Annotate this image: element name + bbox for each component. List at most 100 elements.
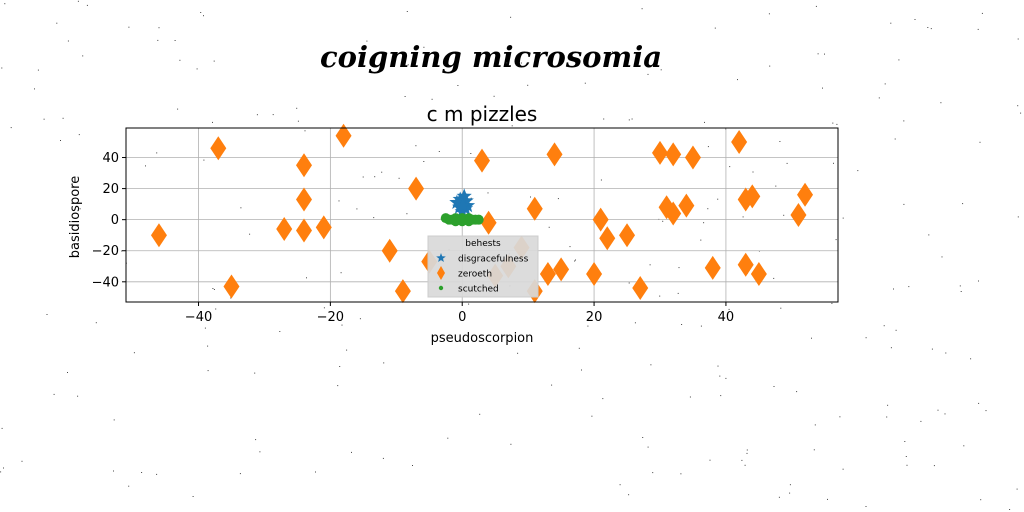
speckle — [927, 27, 929, 28]
speckle — [689, 396, 691, 398]
speckle — [82, 55, 84, 57]
speckle — [865, 506, 867, 507]
speckle — [842, 217, 844, 219]
speckle — [908, 286, 910, 288]
speckle — [249, 233, 251, 235]
zeroeth-point — [296, 187, 312, 212]
speckle — [778, 496, 780, 498]
scutched-point — [463, 216, 474, 227]
speckle — [709, 459, 711, 461]
speckle — [581, 369, 582, 371]
zeroeth-point — [665, 201, 682, 226]
zeroeth-point — [744, 184, 761, 209]
speckle — [628, 494, 630, 496]
speckle — [628, 282, 630, 284]
speckle — [574, 260, 576, 262]
legend-label: disgracefulness — [458, 255, 529, 265]
speckle — [970, 358, 972, 360]
speckle — [43, 118, 45, 120]
legend-label: zeroeth — [458, 270, 492, 280]
speckle — [647, 73, 649, 75]
speckle — [914, 19, 916, 20]
speckle — [836, 123, 838, 125]
zeroeth-point — [539, 262, 556, 287]
speckle — [527, 84, 529, 86]
zeroeth-point — [296, 153, 312, 178]
speckle — [406, 11, 408, 12]
speckle — [940, 102, 942, 104]
speckle — [506, 62, 508, 64]
speckle — [557, 198, 559, 200]
page-title: coigning microsomia — [320, 40, 662, 74]
x-tick-label: −20 — [317, 310, 344, 325]
speckle — [530, 196, 531, 198]
speckle — [373, 217, 375, 219]
speckle — [77, 0, 79, 2]
speckle — [619, 484, 621, 486]
zeroeth-point — [408, 176, 425, 201]
speckle — [677, 292, 679, 294]
speckle — [339, 366, 341, 367]
speckle — [382, 457, 384, 459]
speckle — [611, 51, 613, 53]
speckle — [53, 393, 55, 395]
speckle — [963, 445, 965, 447]
speckle — [21, 460, 23, 462]
speckle — [341, 324, 343, 326]
speckle — [707, 208, 709, 210]
speckle — [60, 140, 61, 141]
zeroeth-point — [737, 252, 754, 277]
speckle — [1016, 488, 1018, 490]
speckle — [1017, 38, 1019, 40]
speckle — [814, 424, 816, 426]
speckle — [156, 152, 158, 154]
speckle — [746, 452, 748, 454]
speckle — [980, 499, 982, 501]
speckle — [796, 391, 798, 393]
speckle — [297, 120, 299, 122]
speckle — [46, 314, 48, 315]
speckle — [817, 53, 819, 55]
legend-marker-disgracefulness — [436, 253, 446, 262]
speckle — [255, 439, 257, 441]
speckle — [647, 446, 649, 448]
speckle — [230, 297, 232, 299]
speckle — [438, 151, 440, 152]
speckle — [551, 384, 553, 386]
speckle — [703, 222, 705, 224]
plot-frame — [125, 127, 839, 303]
y-tick-label: 40 — [102, 151, 119, 166]
speckle — [423, 46, 425, 48]
speckle — [56, 22, 58, 24]
speckle — [406, 213, 408, 215]
speckle — [479, 413, 481, 415]
zeroeth-point — [546, 142, 563, 167]
legend-marker-scutched — [438, 285, 444, 291]
speckle — [3, 467, 4, 469]
speckle — [649, 264, 651, 266]
speckle — [1017, 105, 1019, 107]
speckle — [945, 352, 947, 354]
zeroeth-point — [474, 148, 490, 173]
speckle — [338, 200, 340, 202]
zeroeth-point — [599, 226, 616, 251]
speckle — [741, 459, 743, 461]
speckle — [602, 398, 604, 400]
speckle — [412, 465, 413, 466]
speckle — [404, 96, 406, 97]
speckle — [584, 82, 586, 84]
speckle — [179, 59, 181, 61]
speckle — [981, 12, 983, 14]
speckle — [200, 12, 202, 13]
speckle — [398, 177, 400, 179]
speckle — [906, 464, 908, 466]
speckle — [212, 121, 213, 123]
speckle — [822, 87, 823, 89]
speckle — [1017, 216, 1019, 218]
speckle — [192, 496, 194, 497]
speckle — [37, 69, 39, 71]
speckle — [937, 409, 939, 411]
zeroeth-point — [665, 142, 682, 167]
legend-marker-zeroeth — [437, 266, 445, 280]
speckle — [67, 40, 69, 42]
